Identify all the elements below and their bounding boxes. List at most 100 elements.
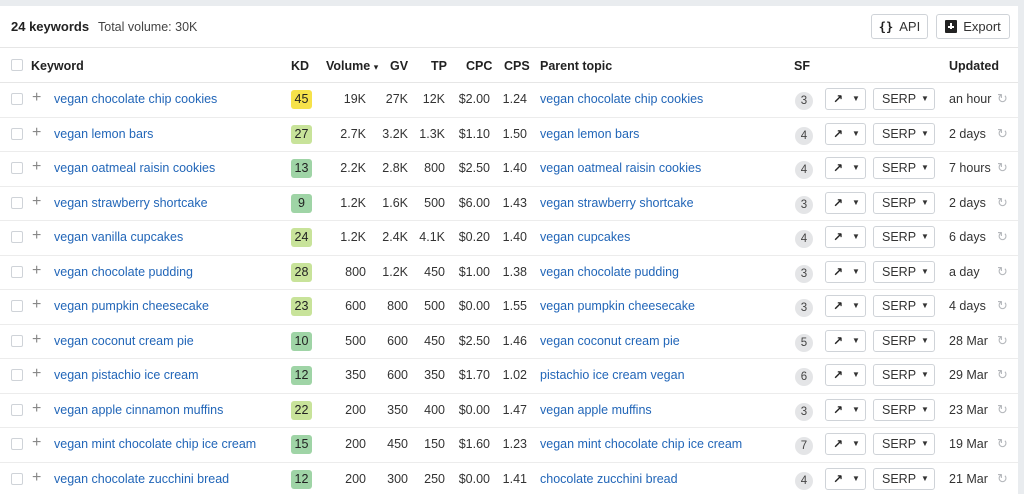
serp-features-count[interactable]: 7: [795, 437, 813, 455]
keyword-link[interactable]: vegan pumpkin cheesecake: [54, 299, 209, 313]
plus-icon[interactable]: +: [32, 468, 42, 486]
trend-dropdown[interactable]: ↗ ▼: [825, 122, 866, 145]
parent-topic-link[interactable]: vegan oatmeal raisin cookies: [540, 161, 702, 175]
plus-icon[interactable]: +: [32, 434, 42, 451]
serp-features-count[interactable]: 3: [795, 264, 813, 283]
row-checkbox[interactable]: [11, 403, 23, 416]
refresh-icon[interactable]: ↻: [997, 470, 1008, 486]
trend-dropdown[interactable]: ↗ ▼: [825, 433, 866, 455]
trend-dropdown[interactable]: ↗ ▼: [825, 260, 866, 283]
parent-topic-link[interactable]: chocolate zucchini bread: [540, 471, 678, 486]
column-volume[interactable]: Volume ▾: [326, 59, 378, 73]
refresh-icon[interactable]: ↻: [997, 125, 1008, 141]
serp-features-count[interactable]: 6: [795, 368, 813, 386]
refresh-icon[interactable]: ↻: [997, 401, 1008, 417]
refresh-icon[interactable]: ↻: [997, 91, 1008, 106]
keyword-link[interactable]: vegan coconut cream pie: [54, 333, 194, 348]
parent-topic-link[interactable]: vegan chocolate pudding: [540, 264, 680, 279]
keyword-link[interactable]: vegan oatmeal raisin cookies: [54, 161, 216, 175]
serp-dropdown[interactable]: SERP ▼: [873, 157, 935, 179]
plus-icon[interactable]: +: [32, 227, 42, 244]
serp-features-count[interactable]: 3: [795, 299, 813, 317]
serp-features-count[interactable]: 3: [795, 402, 813, 421]
column-parent-topic[interactable]: Parent topic: [540, 59, 613, 73]
trend-dropdown[interactable]: ↗ ▼: [825, 295, 866, 317]
refresh-icon[interactable]: ↻: [997, 298, 1008, 313]
serp-features-count[interactable]: 4: [795, 161, 813, 179]
keyword-link[interactable]: vegan strawberry shortcake: [54, 195, 208, 210]
plus-icon[interactable]: +: [32, 330, 42, 348]
plus-icon[interactable]: +: [32, 158, 42, 175]
keyword-link[interactable]: vegan vanilla cupcakes: [54, 230, 184, 244]
serp-dropdown[interactable]: SERP ▼: [873, 329, 935, 352]
row-checkbox[interactable]: [11, 231, 23, 243]
parent-topic-link[interactable]: pistachio ice cream vegan: [540, 368, 685, 382]
column-cpc[interactable]: CPC: [466, 59, 493, 73]
keyword-link[interactable]: vegan mint chocolate chip ice cream: [54, 437, 257, 451]
row-checkbox[interactable]: [11, 196, 23, 209]
column-tp[interactable]: TP: [431, 59, 447, 73]
serp-dropdown[interactable]: SERP ▼: [873, 226, 935, 248]
plus-icon[interactable]: +: [32, 261, 42, 279]
parent-topic-link[interactable]: vegan lemon bars: [540, 126, 640, 141]
trend-dropdown[interactable]: ↗ ▼: [825, 467, 866, 490]
trend-dropdown[interactable]: ↗ ▼: [825, 364, 866, 386]
row-checkbox[interactable]: [11, 472, 23, 485]
column-kd[interactable]: KD: [291, 59, 310, 73]
select-all-checkbox[interactable]: [11, 59, 23, 71]
column-cps[interactable]: CPS: [504, 59, 530, 73]
column-sf[interactable]: SF: [794, 59, 810, 73]
serp-features-count[interactable]: 4: [795, 126, 813, 145]
keyword-link[interactable]: vegan chocolate zucchini bread: [54, 471, 230, 486]
parent-topic-link[interactable]: vegan mint chocolate chip ice cream: [540, 437, 743, 451]
serp-features-count[interactable]: 5: [795, 333, 813, 352]
trend-dropdown[interactable]: ↗ ▼: [825, 329, 866, 352]
refresh-icon[interactable]: ↻: [997, 160, 1008, 175]
refresh-icon[interactable]: ↻: [997, 263, 1008, 279]
parent-topic-link[interactable]: vegan pumpkin cheesecake: [540, 299, 695, 313]
serp-features-count[interactable]: 3: [795, 195, 813, 214]
serp-dropdown[interactable]: SERP ▼: [873, 191, 935, 214]
keyword-link[interactable]: vegan chocolate pudding: [54, 264, 194, 279]
keyword-link[interactable]: vegan apple cinnamon muffins: [54, 402, 224, 417]
row-checkbox[interactable]: [11, 438, 23, 450]
serp-dropdown[interactable]: SERP ▼: [873, 295, 935, 317]
row-checkbox[interactable]: [11, 369, 23, 381]
refresh-icon[interactable]: ↻: [997, 367, 1008, 382]
plus-icon[interactable]: +: [32, 123, 42, 141]
serp-dropdown[interactable]: SERP ▼: [873, 88, 935, 110]
trend-dropdown[interactable]: ↗ ▼: [825, 88, 866, 110]
row-checkbox[interactable]: [11, 93, 23, 105]
row-checkbox[interactable]: [11, 300, 23, 312]
row-checkbox[interactable]: [11, 162, 23, 174]
plus-icon[interactable]: +: [32, 89, 42, 106]
row-checkbox[interactable]: [11, 127, 23, 140]
refresh-icon[interactable]: ↻: [997, 436, 1008, 451]
plus-icon[interactable]: +: [32, 399, 42, 417]
serp-features-count[interactable]: 4: [795, 230, 813, 248]
keyword-link[interactable]: vegan lemon bars: [54, 126, 154, 141]
plus-icon[interactable]: +: [32, 192, 42, 210]
plus-icon[interactable]: +: [32, 365, 42, 382]
refresh-icon[interactable]: ↻: [997, 229, 1008, 244]
parent-topic-link[interactable]: vegan apple muffins: [540, 402, 652, 417]
serp-dropdown[interactable]: SERP ▼: [873, 260, 935, 283]
parent-topic-link[interactable]: vegan coconut cream pie: [540, 333, 680, 348]
trend-dropdown[interactable]: ↗ ▼: [825, 191, 866, 214]
serp-features-count[interactable]: 3: [795, 92, 813, 110]
refresh-icon[interactable]: ↻: [997, 332, 1008, 348]
serp-dropdown[interactable]: SERP ▼: [873, 398, 935, 421]
column-updated[interactable]: Updated: [949, 59, 999, 73]
parent-topic-link[interactable]: vegan strawberry shortcake: [540, 195, 694, 210]
trend-dropdown[interactable]: ↗ ▼: [825, 157, 866, 179]
column-keyword[interactable]: Keyword: [31, 59, 84, 73]
trend-dropdown[interactable]: ↗ ▼: [825, 398, 866, 421]
serp-dropdown[interactable]: SERP ▼: [873, 122, 935, 145]
refresh-icon[interactable]: ↻: [997, 194, 1008, 210]
row-checkbox[interactable]: [11, 265, 23, 278]
api-button[interactable]: {} API: [871, 14, 928, 39]
serp-dropdown[interactable]: SERP ▼: [873, 364, 935, 386]
parent-topic-link[interactable]: vegan chocolate chip cookies: [540, 92, 704, 106]
export-button[interactable]: Export: [936, 14, 1010, 39]
keyword-link[interactable]: vegan pistachio ice cream: [54, 368, 199, 382]
